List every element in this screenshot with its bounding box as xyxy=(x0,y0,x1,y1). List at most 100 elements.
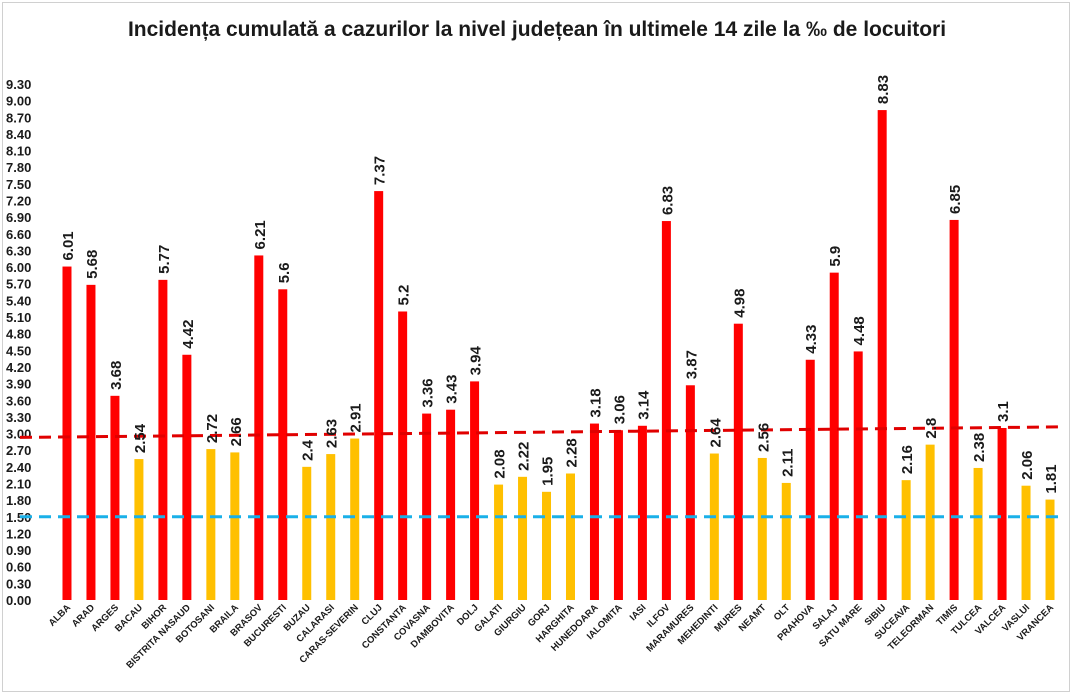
y-tick-label: 7.50 xyxy=(6,177,31,192)
data-label: 3.43 xyxy=(444,374,461,403)
data-label: 2.72 xyxy=(204,414,221,443)
data-label: 3.87 xyxy=(683,350,700,379)
bar xyxy=(565,473,575,600)
bar xyxy=(62,266,72,600)
data-label: 4.48 xyxy=(851,316,868,345)
data-label: 2.11 xyxy=(779,449,796,477)
y-tick-label: 6.00 xyxy=(6,260,31,275)
bar xyxy=(278,289,288,600)
bar xyxy=(829,272,839,600)
y-tick-label: 1.80 xyxy=(6,493,31,508)
y-tick-label: 0.00 xyxy=(6,593,31,608)
data-label: 3.14 xyxy=(635,390,652,420)
y-axis: 0.00 0.300.60 0.90 1.201.50 1.80 2.102.40 2.70… xyxy=(6,77,31,608)
bar xyxy=(110,395,120,600)
y-tick-label: 8.40 xyxy=(6,127,31,142)
y-tick-label: 1.50 xyxy=(6,510,31,525)
bar xyxy=(949,219,959,600)
trend-line xyxy=(19,425,1063,439)
data-label: 2.08 xyxy=(492,449,509,478)
bar xyxy=(637,425,647,600)
data-label: 5.77 xyxy=(156,245,173,274)
data-label: 8.83 xyxy=(875,75,892,104)
chart-title: Incidența cumulată a cazurilor la nivel … xyxy=(127,18,947,41)
y-tick-label: 6.90 xyxy=(6,210,31,225)
data-label: 3.68 xyxy=(108,361,125,390)
y-tick-label: 9.00 xyxy=(6,94,31,109)
data-label: 5.6 xyxy=(276,262,293,283)
bar xyxy=(997,428,1007,600)
y-tick-label: 3.60 xyxy=(6,393,31,408)
data-label: 2.63 xyxy=(324,419,341,448)
bar xyxy=(302,466,312,600)
y-tick-label: 7.20 xyxy=(6,194,31,209)
category-label: ALBA xyxy=(47,602,74,629)
y-tick-label: 4.20 xyxy=(6,360,31,375)
data-label: 7.37 xyxy=(372,156,389,185)
bar xyxy=(446,409,456,600)
y-tick-label: 3.90 xyxy=(6,377,31,392)
data-label: 2.56 xyxy=(755,423,772,452)
bar xyxy=(134,459,144,600)
bar xyxy=(230,452,240,600)
bar xyxy=(613,430,623,600)
y-tick-label: 5.70 xyxy=(6,277,31,292)
y-tick-label: 3.30 xyxy=(6,410,31,425)
data-label: 3.36 xyxy=(420,378,437,407)
data-label: 4.98 xyxy=(731,288,748,317)
bar xyxy=(1045,499,1055,600)
data-label: 2.4 xyxy=(300,439,317,461)
data-label: 6.21 xyxy=(252,220,269,249)
bar xyxy=(158,279,168,600)
data-label: 4.42 xyxy=(180,320,197,349)
data-label: 2.91 xyxy=(348,403,365,432)
bar xyxy=(86,284,96,600)
data-label: 3.18 xyxy=(587,388,604,417)
bar xyxy=(973,467,983,600)
data-label: 3.94 xyxy=(468,346,485,376)
data-label: 6.85 xyxy=(947,185,964,214)
y-tick-label: 2.10 xyxy=(6,476,31,491)
bar xyxy=(206,449,216,600)
bar xyxy=(877,110,887,600)
category-label: IASI xyxy=(628,602,649,623)
bar xyxy=(589,423,599,600)
bar xyxy=(518,476,528,600)
y-tick-label: 1.20 xyxy=(6,526,31,541)
bar xyxy=(925,444,935,600)
bar xyxy=(350,438,360,600)
y-tick-label: 2.70 xyxy=(6,443,31,458)
bar xyxy=(901,480,911,600)
bar xyxy=(374,191,384,601)
data-label: 2.54 xyxy=(132,423,149,453)
y-tick-label: 0.90 xyxy=(6,543,31,558)
data-label: 2.66 xyxy=(228,417,245,446)
bar xyxy=(757,457,767,600)
y-tick-label: 2.40 xyxy=(6,460,31,475)
bar xyxy=(661,221,671,600)
y-tick-label: 0.60 xyxy=(6,560,31,575)
data-label: 2.38 xyxy=(971,433,988,462)
data-label: 3.06 xyxy=(611,395,628,424)
data-label: 5.68 xyxy=(84,250,101,279)
data-label: 2.22 xyxy=(516,442,533,471)
bar xyxy=(326,454,336,600)
y-tick-label: 3.00 xyxy=(6,427,31,442)
data-label: 2.16 xyxy=(899,445,916,474)
y-tick-label: 5.40 xyxy=(6,293,31,308)
data-label: 1.81 xyxy=(1043,464,1060,493)
data-label: 4.33 xyxy=(803,325,820,354)
bar xyxy=(254,255,264,600)
y-tick-label: 5.10 xyxy=(6,310,31,325)
bar xyxy=(494,484,504,600)
bar xyxy=(781,482,791,600)
y-tick-label: 6.60 xyxy=(6,227,31,242)
bar xyxy=(1021,485,1031,600)
y-tick-label: 7.80 xyxy=(6,160,31,175)
bar xyxy=(398,311,408,600)
bar xyxy=(853,351,863,600)
data-label: 1.95 xyxy=(540,457,557,486)
